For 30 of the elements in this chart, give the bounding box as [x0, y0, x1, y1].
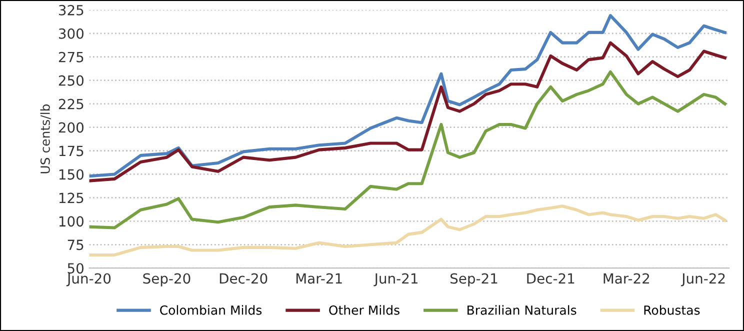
y-tick-label: 150 — [59, 169, 84, 180]
y-tick-label: 250 — [58, 75, 84, 86]
x-tick-label: Jun-21 — [374, 273, 418, 286]
line-series — [89, 70, 726, 230]
legend-label: Robustas — [644, 305, 700, 315]
line-series — [89, 204, 726, 256]
y-tick-label: 100 — [59, 216, 84, 227]
x-tick-label: Jun-20 — [66, 273, 111, 286]
line-series — [89, 41, 726, 182]
y-tick-label: 125 — [59, 192, 84, 204]
y-tick-label: 50 — [68, 263, 84, 274]
x-tick-label: Mar-21 — [296, 273, 342, 284]
legend-label: Other Milds — [329, 305, 400, 315]
y-tick-label: 275 — [58, 52, 84, 62]
x-tick-label: Dec-20 — [220, 273, 268, 284]
y-tick-label: 325 — [58, 4, 84, 16]
legend-label: Brazilian Naturals — [468, 305, 576, 315]
line-series — [89, 14, 726, 178]
y-tick-label: 300 — [58, 28, 84, 39]
y-tick-label: 200 — [58, 122, 84, 133]
x-tick-label: Sep-20 — [143, 273, 190, 286]
y-tick-label: 225 — [58, 98, 84, 110]
y-tick-label: 175 — [59, 146, 84, 156]
legend-label: Colombian Milds — [160, 305, 262, 315]
y-axis-title: US cents/lb — [40, 104, 51, 174]
x-tick-label: Mar-22 — [604, 273, 650, 284]
y-tick-label: 75 — [68, 240, 84, 250]
x-tick-label: Sep-21 — [450, 273, 498, 286]
x-tick-label: Jun-22 — [680, 273, 725, 286]
x-tick-label: Dec-21 — [527, 273, 574, 284]
